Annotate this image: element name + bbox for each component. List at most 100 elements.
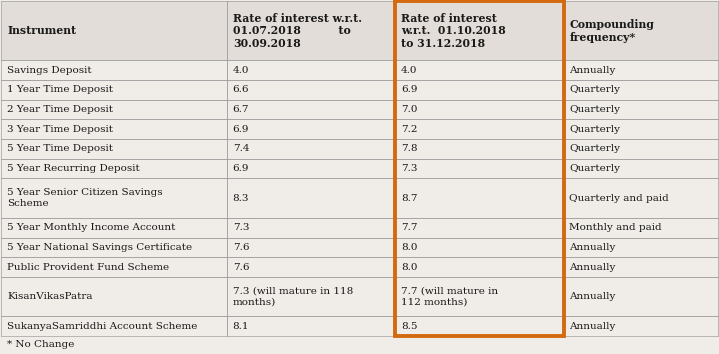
Text: 7.3 (will mature in 118
months): 7.3 (will mature in 118 months) [233,287,353,306]
Text: Annually: Annually [569,321,615,331]
Bar [1,277,227,316]
Bar [395,159,564,178]
Text: 5 Year Monthly Income Account: 5 Year Monthly Income Account [7,223,175,232]
Text: 8.5: 8.5 [401,321,418,331]
Text: 7.4: 7.4 [233,144,249,154]
Bar [564,139,718,159]
Bar [227,316,395,336]
Text: 4.0: 4.0 [233,66,249,75]
Bar [227,257,395,277]
Text: 6.9: 6.9 [233,164,249,173]
Text: Quarterly: Quarterly [569,85,620,95]
Bar [227,61,395,80]
Bar [564,316,718,336]
Bar [395,257,564,277]
Text: Quarterly: Quarterly [569,144,620,154]
Text: Public Provident Fund Scheme: Public Provident Fund Scheme [7,263,169,272]
Text: 6.7: 6.7 [233,105,249,114]
Text: 5 Year Time Deposit: 5 Year Time Deposit [7,144,113,154]
Text: Compounding
frequency*: Compounding frequency* [569,19,654,43]
Bar [564,257,718,277]
Bar [395,1,564,336]
Bar [1,61,227,80]
Bar [564,100,718,119]
Bar [564,119,718,139]
Bar [395,1,564,61]
Bar [564,1,718,61]
Bar [227,100,395,119]
Bar [564,277,718,316]
Text: Savings Deposit: Savings Deposit [7,66,92,75]
Bar [227,238,395,257]
Text: 7.8: 7.8 [401,144,418,154]
Bar [1,238,227,257]
Bar [395,277,564,316]
Text: 8.1: 8.1 [233,321,249,331]
Bar [227,277,395,316]
Bar [227,218,395,238]
Text: 8.0: 8.0 [401,263,418,272]
Text: Quarterly: Quarterly [569,125,620,134]
Bar [1,316,227,336]
Bar [1,80,227,100]
Bar [564,178,718,218]
Text: Quarterly and paid: Quarterly and paid [569,194,669,202]
Bar [1,139,227,159]
Text: 7.6: 7.6 [233,263,249,272]
Text: SukanyaSamriddhi Account Scheme: SukanyaSamriddhi Account Scheme [7,321,198,331]
Text: Annually: Annually [569,243,615,252]
Text: 5 Year National Savings Certificate: 5 Year National Savings Certificate [7,243,192,252]
Text: 7.7: 7.7 [401,223,418,232]
Bar [227,178,395,218]
Text: 1 Year Time Deposit: 1 Year Time Deposit [7,85,113,95]
Text: 6.9: 6.9 [233,125,249,134]
Text: Annually: Annually [569,263,615,272]
Text: Instrument: Instrument [7,25,76,36]
Bar [564,238,718,257]
Bar [227,159,395,178]
Bar [395,119,564,139]
Bar [227,1,395,61]
Text: Rate of interest w.r.t.
01.07.2018          to
30.09.2018: Rate of interest w.r.t. 01.07.2018 to 30… [233,13,362,49]
Bar [227,139,395,159]
Bar [564,80,718,100]
Bar [395,238,564,257]
Bar [1,178,227,218]
Bar [1,119,227,139]
Bar [564,61,718,80]
Text: 7.6: 7.6 [233,243,249,252]
Text: 3 Year Time Deposit: 3 Year Time Deposit [7,125,113,134]
Bar [564,218,718,238]
Bar [395,316,564,336]
Text: 6.9: 6.9 [401,85,418,95]
Bar [1,218,227,238]
Bar [395,80,564,100]
Text: Quarterly: Quarterly [569,105,620,114]
Text: 6.6: 6.6 [233,85,249,95]
Bar [395,139,564,159]
Text: 7.2: 7.2 [401,125,418,134]
Text: Annually: Annually [569,292,615,301]
Bar [564,159,718,178]
Bar [395,100,564,119]
Text: Annually: Annually [569,66,615,75]
Text: 7.3: 7.3 [233,223,249,232]
Text: 7.3: 7.3 [401,164,418,173]
Bar [1,257,227,277]
Text: 5 Year Senior Citizen Savings
Scheme: 5 Year Senior Citizen Savings Scheme [7,188,162,208]
Text: * No Change: * No Change [7,340,75,349]
Text: 8.3: 8.3 [233,194,249,202]
Bar [1,159,227,178]
Text: 2 Year Time Deposit: 2 Year Time Deposit [7,105,113,114]
Bar [227,80,395,100]
Text: 7.0: 7.0 [401,105,418,114]
Bar [395,61,564,80]
Bar [395,218,564,238]
Text: 4.0: 4.0 [401,66,418,75]
Bar [1,100,227,119]
Bar [227,119,395,139]
Text: 7.7 (will mature in
112 months): 7.7 (will mature in 112 months) [401,287,498,306]
Text: KisanVikasPatra: KisanVikasPatra [7,292,93,301]
Text: 5 Year Recurring Deposit: 5 Year Recurring Deposit [7,164,140,173]
Bar [1,1,227,61]
